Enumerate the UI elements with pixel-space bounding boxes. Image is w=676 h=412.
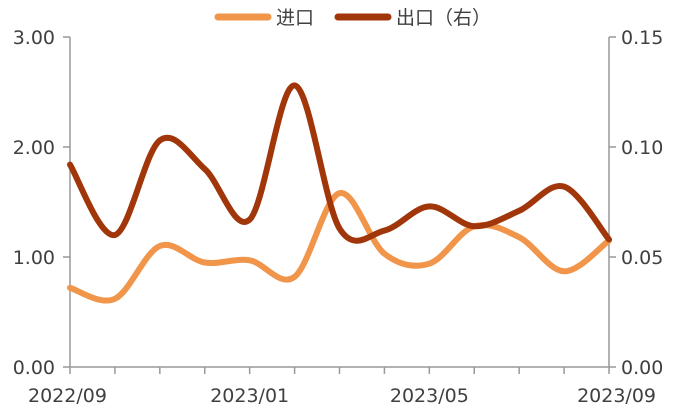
legend-label-export: 出口（右） [396, 7, 491, 29]
left-tick-label-0: 0.00 [13, 357, 55, 379]
right-tick-label-1: 0.05 [621, 247, 663, 269]
x-tick-label-3: 2023/09 [577, 385, 656, 407]
right-axis: 0.00 0.05 0.10 0.15 [608, 27, 663, 379]
right-tick-label-0: 0.00 [621, 357, 663, 379]
left-tick-label-3: 3.00 [13, 27, 55, 49]
x-tick-label-0: 2022/09 [28, 385, 107, 407]
right-tick-label-3: 0.15 [621, 27, 663, 49]
legend-label-import: 进口 [276, 7, 314, 29]
right-tick-label-2: 0.10 [621, 137, 663, 159]
series-line-import [67, 190, 612, 304]
left-tick-label-2: 2.00 [13, 137, 55, 159]
x-axis: 2022/09 2023/01 2023/05 2023/09 [28, 366, 656, 407]
legend: 进口 出口（右） [214, 7, 491, 29]
left-axis: 0.00 1.00 2.00 3.00 [13, 27, 71, 379]
left-tick-label-1: 1.00 [13, 247, 55, 269]
x-tick-label-2: 2023/05 [390, 385, 469, 407]
x-tick-label-1: 2023/01 [210, 385, 289, 407]
series-line-export [67, 82, 612, 244]
